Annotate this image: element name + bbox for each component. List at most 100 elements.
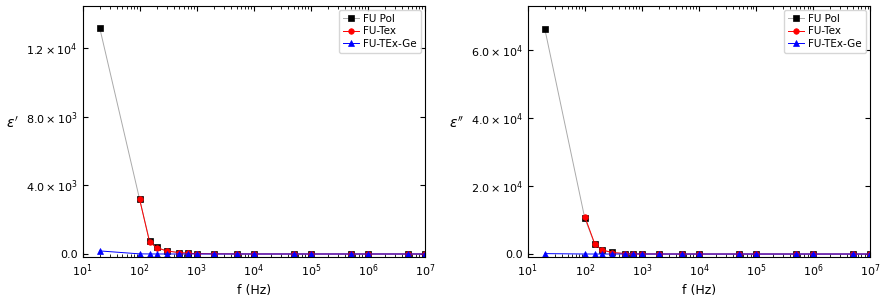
FU-TEx-Ge [95,249,105,253]
FU-Tex [248,252,259,256]
FU Pol [694,252,704,256]
FU Pol [288,252,299,256]
Line: FU Pol: FU Pol [542,27,873,257]
Line: FU-Tex: FU-Tex [582,214,873,257]
FU Pol [636,252,647,256]
FU Pol [750,252,761,256]
FU Pol [152,246,162,249]
FU-Tex [144,241,155,244]
FU-TEx-Ge [402,252,413,256]
FU-TEx-Ge [306,252,316,256]
FU-TEx-Ge [231,252,242,256]
FU-TEx-Ge [135,252,145,256]
FU-Tex [346,252,356,256]
FU-TEx-Ge [175,252,185,256]
FU-TEx-Ge [596,252,607,256]
FU-TEx-Ge [790,252,801,256]
FU-TEx-Ge [346,252,356,256]
FU-Tex [183,251,193,255]
FU-Tex [191,252,202,255]
Y-axis label: $\varepsilon'$: $\varepsilon'$ [5,116,19,132]
FU-Tex [694,252,704,256]
FU-TEx-Ge [191,252,202,256]
FU Pol [135,197,145,201]
FU-Tex [208,252,219,256]
FU-TEx-Ge [183,252,193,256]
FU Pol [790,252,801,256]
FU-Tex [627,252,638,256]
FU-Tex [589,242,600,246]
FU-Tex [750,252,761,256]
FU-Tex [579,215,590,218]
FU-TEx-Ge [848,252,859,256]
FU-Tex [231,252,242,256]
FU-Tex [596,248,607,252]
FU Pol [346,252,356,256]
FU Pol [175,251,185,255]
FU Pol [848,252,859,256]
FU-TEx-Ge [144,252,155,256]
FU-TEx-Ge [208,252,219,256]
FU Pol [589,243,600,246]
FU-TEx-Ge [540,252,550,255]
FU Pol [808,252,819,256]
FU-Tex [607,251,618,254]
FU-TEx-Ge [627,252,638,256]
FU-TEx-Ge [636,252,647,256]
FU Pol [402,252,413,256]
FU-Tex [135,197,145,201]
Line: FU Pol: FU Pol [97,25,428,257]
X-axis label: f (Hz): f (Hz) [237,285,271,298]
FU-TEx-Ge [865,252,875,256]
FU-Tex [619,252,630,255]
Line: FU-Tex: FU-Tex [136,196,428,257]
FU Pol [248,252,259,256]
FU-TEx-Ge [654,252,664,256]
FU Pol [231,252,242,256]
FU-TEx-Ge [579,252,590,256]
FU-Tex [161,249,172,253]
FU-Tex [865,252,875,256]
FU-TEx-Ge [750,252,761,256]
FU Pol [865,252,875,256]
X-axis label: f (Hz): f (Hz) [682,285,716,298]
FU-TEx-Ge [288,252,299,256]
FU-TEx-Ge [694,252,704,256]
FU Pol [161,249,172,253]
FU Pol [306,252,316,256]
FU-TEx-Ge [607,252,618,256]
FU Pol [191,252,202,255]
FU Pol [654,252,664,256]
FU-Tex [152,246,162,249]
FU Pol [183,251,193,255]
FU-Tex [362,252,373,256]
FU Pol [208,252,219,256]
FU-Tex [402,252,413,256]
FU Pol [596,248,607,252]
FU-TEx-Ge [161,252,172,256]
FU-TEx-Ge [420,252,431,256]
FU-TEx-Ge [734,252,744,256]
FU-TEx-Ge [248,252,259,256]
FU-Tex [654,252,664,256]
Y-axis label: $\varepsilon''$: $\varepsilon''$ [449,116,464,132]
FU Pol [676,252,687,256]
FU Pol [144,239,155,243]
FU-Tex [734,252,744,256]
Line: FU-TEx-Ge: FU-TEx-Ge [97,248,429,258]
FU-Tex [808,252,819,256]
FU-TEx-Ge [152,252,162,256]
FU-Tex [306,252,316,256]
FU Pol [420,252,431,256]
FU Pol [95,26,105,30]
FU Pol [362,252,373,256]
FU Pol [627,252,638,256]
FU-TEx-Ge [589,252,600,256]
FU-Tex [420,252,431,256]
FU-Tex [848,252,859,256]
FU-Tex [175,251,185,255]
FU-Tex [636,252,647,256]
FU-TEx-Ge [808,252,819,256]
FU-Tex [288,252,299,256]
FU-Tex [676,252,687,256]
